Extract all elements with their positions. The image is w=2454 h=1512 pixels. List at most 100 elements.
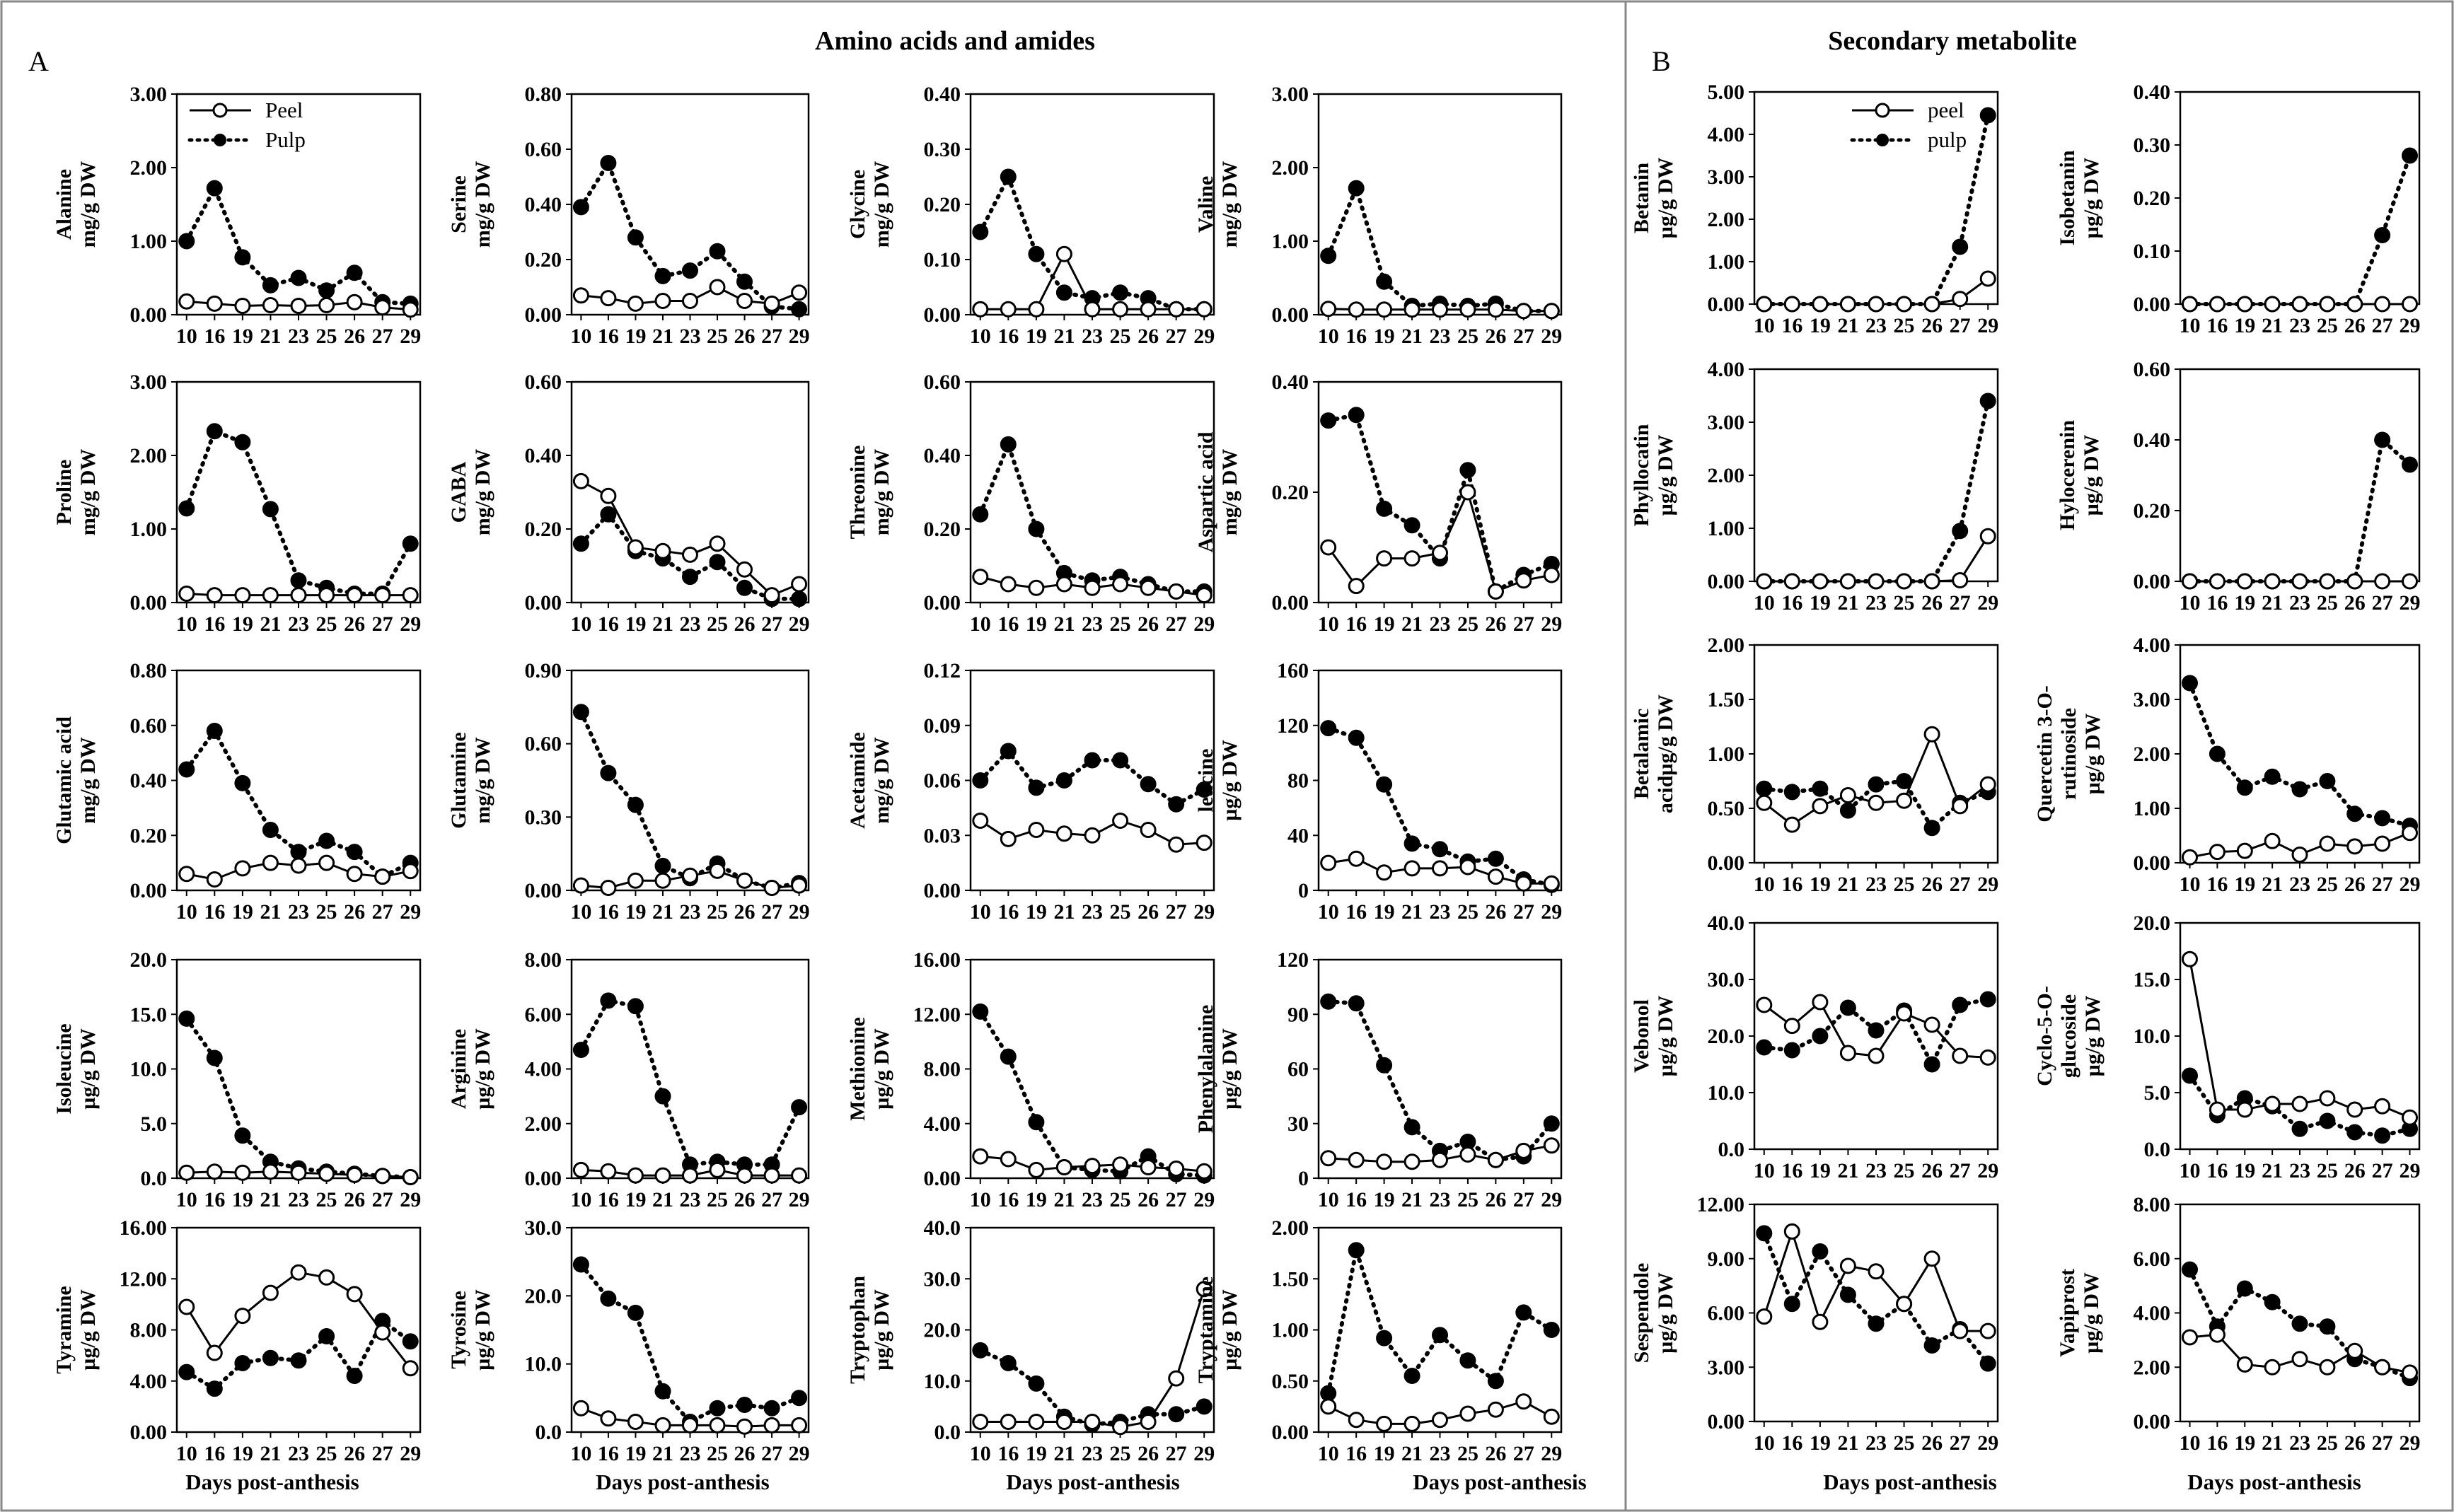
x-tick-label: 25	[316, 612, 337, 636]
data-point-peel	[572, 472, 589, 489]
data-point-peel	[791, 284, 808, 301]
data-point-peel	[1543, 566, 1560, 583]
y-axis-label: Tyrosine	[447, 1291, 470, 1369]
data-point-pulp	[572, 535, 589, 552]
data-point-pulp	[1376, 1057, 1393, 1074]
y-tick-label: 0	[1298, 1167, 1309, 1190]
x-tick-label: 16	[997, 1188, 1019, 1211]
data-point-peel	[1196, 587, 1212, 604]
data-point-peel	[234, 860, 251, 877]
data-point-pulp	[2402, 147, 2418, 164]
data-point-peel	[2209, 1326, 2226, 1343]
data-point-pulp	[1812, 780, 1829, 797]
x-tick-label: 23	[1082, 900, 1103, 924]
y-tick-label: 0.20	[2134, 187, 2171, 210]
data-point-peel	[600, 487, 617, 504]
x-tick-label: 29	[1977, 314, 1998, 337]
data-point-peel	[1112, 1156, 1129, 1173]
legend-a-peel-label: Peel	[265, 98, 303, 122]
y-axis-label: Methionine	[846, 1017, 869, 1121]
data-point-pulp	[791, 1390, 808, 1407]
data-point-peel	[2264, 1095, 2281, 1112]
data-point-pulp	[1812, 1243, 1829, 1260]
data-point-pulp	[1376, 500, 1393, 517]
data-point-peel	[709, 279, 726, 296]
chart-hylocerenin: 0.00 0.20 0.40 0.60 10 16 19 21 23 25 26 27 29 Hyloce…	[2056, 358, 2420, 615]
data-point-peel	[2402, 1364, 2418, 1381]
x-tick-label: 26	[1485, 900, 1506, 924]
data-point-peel	[1112, 1419, 1129, 1436]
data-point-pulp	[972, 1342, 989, 1359]
data-point-pulp	[1487, 850, 1504, 867]
series-line-pulp	[579, 158, 801, 312]
y-tick-label: 0.10	[2134, 240, 2171, 263]
x-tick-label: 27	[1166, 325, 1187, 348]
x-tick-label: 16	[1781, 1431, 1802, 1455]
y-axis-label: Tryptamine	[1194, 1277, 1217, 1383]
y-tick-label: 0.06	[924, 769, 961, 793]
x-tick-label: 23	[2289, 314, 2310, 337]
data-point-peel	[1348, 301, 1365, 318]
data-point-peel	[2402, 573, 2418, 590]
x-tick-label: 23	[2289, 1431, 2310, 1455]
y-tick-label: 2.00	[1708, 464, 1745, 487]
x-tick-label: 19	[2234, 873, 2255, 896]
data-point-pulp	[654, 857, 671, 874]
x-tick-label: 27	[372, 1442, 393, 1465]
y-tick-label: 2.00	[1708, 208, 1745, 231]
data-point-pulp	[262, 1349, 279, 1366]
y-tick-label: 0.40	[525, 193, 562, 216]
y-tick-label: 4.00	[130, 1370, 168, 1393]
y-axis-label: µg/g DW	[1218, 1289, 1242, 1371]
y-tick-label: 10.0	[525, 1353, 562, 1376]
data-point-pulp	[736, 1397, 753, 1413]
data-point-peel	[2236, 1356, 2253, 1373]
y-axis-label: Alanine	[52, 169, 76, 240]
x-tick-label: 26	[1921, 591, 1943, 615]
y-tick-label: 0.20	[525, 248, 562, 272]
x-tick-label: 26	[1485, 1188, 1506, 1211]
y-axis-label: Betalamic	[1630, 709, 1653, 799]
x-tick-label: 23	[288, 1188, 309, 1211]
y-axis-label: Phenylalanine	[1194, 1005, 1217, 1134]
x-tick-label: 21	[1053, 1188, 1075, 1211]
x-tick-label: 25	[707, 1188, 728, 1211]
x-tick-label: 16	[2206, 1431, 2228, 1455]
data-point-pulp	[1952, 996, 1969, 1013]
data-point-peel	[1459, 1405, 1476, 1422]
series-line-pulp	[978, 1348, 1207, 1427]
y-tick-label: 3.00	[1272, 83, 1309, 106]
legend-b-peel-label: peel	[1928, 98, 1964, 122]
y-tick-label: 0.00	[924, 303, 961, 327]
data-point-peel	[600, 880, 617, 896]
data-point-peel	[1084, 827, 1101, 844]
data-point-peel	[290, 1164, 307, 1181]
data-point-peel	[572, 877, 589, 894]
data-point-pulp	[2182, 1067, 2198, 1084]
data-point-peel	[1543, 303, 1560, 320]
x-tick-label: 29	[2399, 873, 2420, 896]
y-tick-label: 3.00	[1708, 165, 1745, 189]
x-tick-label: 23	[680, 900, 701, 924]
x-tick-label: 16	[1781, 314, 1802, 337]
y-tick-label: 10.0	[2134, 1025, 2171, 1048]
data-point-pulp	[1084, 752, 1101, 769]
x-tick-label: 10	[2180, 314, 2201, 337]
x-tick-label: 29	[400, 1442, 421, 1465]
x-tick-label: 23	[288, 612, 309, 636]
data-point-peel	[1348, 578, 1365, 595]
data-point-pulp	[346, 844, 363, 861]
y-axis-label: mg/g DW	[870, 737, 893, 824]
data-point-peel	[1979, 1049, 1996, 1066]
data-point-peel	[572, 1400, 589, 1417]
chart-vapiprost: 0.00 2.00 4.00 6.00 8.00 10 16 19 21 23 25 26 27 29 Va…	[2056, 1193, 2420, 1455]
data-point-pulp	[2291, 1120, 2308, 1137]
data-point-peel	[1487, 868, 1504, 885]
data-point-pulp	[1923, 1056, 1940, 1073]
data-point-pulp	[1000, 743, 1017, 760]
data-point-peel	[1084, 1414, 1101, 1430]
data-point-peel	[1403, 860, 1420, 877]
x-tick-label: 27	[761, 1188, 782, 1211]
data-point-peel	[1812, 1313, 1829, 1330]
y-tick-label: 1.00	[1272, 230, 1309, 253]
